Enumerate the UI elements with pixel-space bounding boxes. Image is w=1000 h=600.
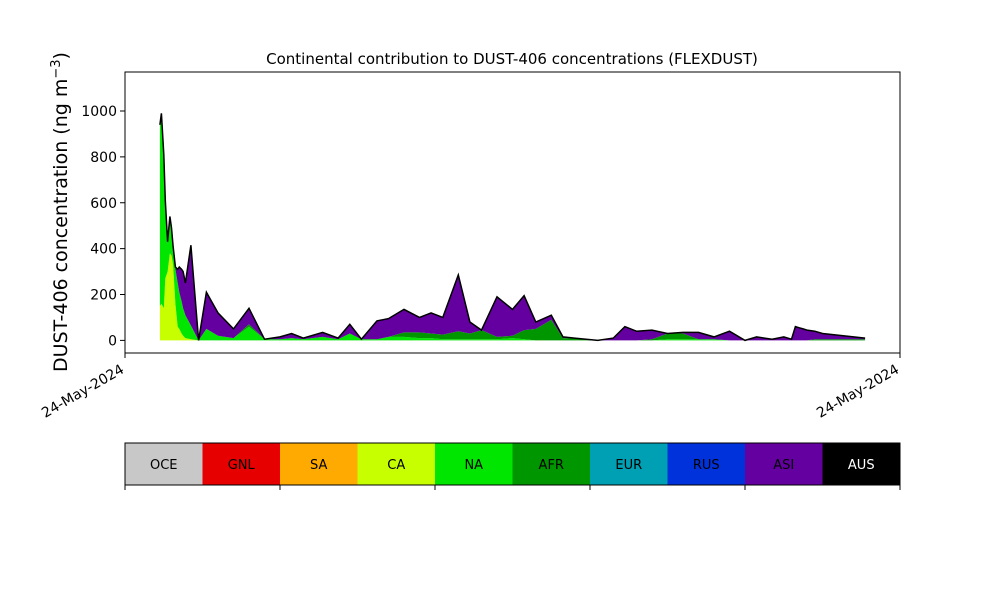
- legend-frame: [124, 442, 901, 486]
- legend-label-oce: OCE: [150, 458, 178, 473]
- plot-frame: [124, 71, 901, 354]
- chart-title: Continental contribution to DUST-406 con…: [266, 50, 758, 68]
- legend-swatch-sa: [280, 443, 358, 485]
- legend-swatch-ca: [357, 443, 435, 485]
- legend-swatch-aus: [822, 443, 900, 485]
- legend-swatch-asi: [745, 443, 823, 485]
- legend-swatch-rus: [667, 443, 745, 485]
- x-tick-label-end: 24-May-2024: [814, 362, 902, 422]
- legend-label-aus: AUS: [848, 458, 875, 473]
- y-tick-label: 800: [90, 150, 117, 166]
- y-tick-label: 400: [90, 242, 117, 258]
- stacked-areas: [159, 113, 866, 341]
- legend-label-gnl: GNL: [228, 458, 256, 473]
- y-axis-label: DUST-406 concentration (ng m−3): [49, 52, 72, 372]
- legend-swatch-na: [435, 443, 513, 485]
- legend-swatch-afr: [512, 443, 590, 485]
- y-axis-ticks: 0 200 400 600 800 1000: [81, 104, 125, 349]
- y-tick-label: 1000: [81, 104, 117, 120]
- region-color-legend: OCE GNL SA CA NA AFR EUR RUS ASI AUS: [124, 442, 901, 490]
- legend-swatch-oce: [125, 443, 203, 485]
- area-series-afr: [159, 115, 866, 341]
- legend-swatch-eur: [590, 443, 668, 485]
- y-tick-label: 200: [90, 288, 117, 304]
- legend-label-afr: AFR: [539, 458, 564, 473]
- x-axis-ticks: 24-May-2024 24-May-2024: [39, 353, 902, 422]
- legend-label-rus: RUS: [693, 458, 720, 473]
- area-series-na: [159, 115, 866, 341]
- area-series-asi: [159, 113, 866, 341]
- total-concentration-line: [159, 113, 866, 342]
- plot-area: 0 200 400 600 800 1000 24-May-2024 24-May-202…: [39, 71, 902, 422]
- legend-label-sa: SA: [310, 458, 327, 473]
- legend-label-na: NA: [464, 458, 483, 473]
- legend-label-eur: EUR: [615, 458, 642, 473]
- y-tick-label: 0: [108, 333, 117, 349]
- legend-label-ca: CA: [387, 458, 405, 473]
- legend-swatch-gnl: [202, 443, 280, 485]
- legend-label-asi: ASI: [773, 458, 794, 473]
- y-tick-label: 600: [90, 196, 117, 212]
